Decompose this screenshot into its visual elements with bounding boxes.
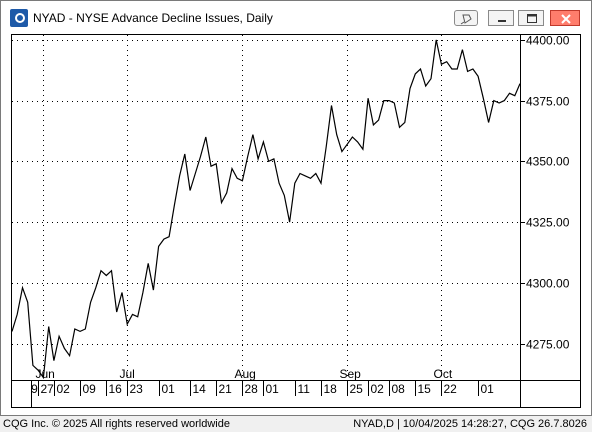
day-label: 01 xyxy=(162,382,176,396)
x-axis-labels: JunJulAugSepOct1927020916230114212801111… xyxy=(11,367,495,408)
day-label: 28 xyxy=(245,382,259,396)
copyright-text: CQG Inc. © 2025 All rights reserved worl… xyxy=(3,418,230,430)
maximize-icon xyxy=(527,14,537,23)
day-label: 23 xyxy=(130,382,144,396)
day-label: 02 xyxy=(371,382,385,396)
maximize-button[interactable] xyxy=(518,10,544,26)
month-label: Jul xyxy=(120,367,135,381)
window-title: NYAD - NYSE Advance Decline Issues, Dail… xyxy=(33,11,273,25)
pin-icon xyxy=(460,14,472,25)
chart-frame xyxy=(11,34,581,408)
series xyxy=(11,39,521,380)
month-label: Sep xyxy=(340,367,362,381)
day-label: 27 xyxy=(41,382,55,396)
day-label: 01 xyxy=(481,382,495,396)
day-label: 25 xyxy=(350,382,364,396)
day-label: 01 xyxy=(266,382,280,396)
title-bar[interactable]: NYAD - NYSE Advance Decline Issues, Dail… xyxy=(1,1,591,34)
corner-box[interactable] xyxy=(11,380,32,408)
pin-button[interactable] xyxy=(454,10,478,26)
y-tick-label: 4400.00 xyxy=(526,34,570,48)
price-chart[interactable]: 4275.00 4300.00 4325.00 4350.00 4375.00 4400.… xyxy=(11,34,581,408)
month-label: Aug xyxy=(235,367,256,381)
month-label: Oct xyxy=(434,367,453,381)
symbol-timestamp-text: NYAD,D | 10/04/2025 14:28:27, CQG 26.7.8… xyxy=(353,418,587,430)
cqg-app-icon xyxy=(10,9,28,27)
month-label: Jun xyxy=(36,367,55,381)
day-label: 11 xyxy=(298,382,311,396)
series-line xyxy=(11,39,521,380)
day-label: 16 xyxy=(109,382,123,396)
minimize-icon xyxy=(498,20,506,22)
day-label: 21 xyxy=(219,382,233,396)
y-tick-label: 4275.00 xyxy=(526,338,570,352)
minimize-button[interactable] xyxy=(488,10,514,26)
day-label: 14 xyxy=(193,382,207,396)
day-label: 22 xyxy=(444,382,458,396)
close-icon xyxy=(561,14,571,24)
day-label: 18 xyxy=(324,382,338,396)
y-axis-labels: 4275.00 4300.00 4325.00 4350.00 4375.00 4400.… xyxy=(526,34,570,352)
day-label: 08 xyxy=(392,382,406,396)
y-tick-label: 4375.00 xyxy=(526,95,570,109)
grid xyxy=(11,34,581,408)
day-label: 02 xyxy=(57,382,71,396)
chart-area[interactable]: 4275.00 4300.00 4325.00 4350.00 4375.00 4400.… xyxy=(11,34,581,408)
y-tick-label: 4350.00 xyxy=(526,155,570,169)
status-bar: CQG Inc. © 2025 All rights reserved worl… xyxy=(0,416,592,432)
day-label: 15 xyxy=(418,382,432,396)
day-label: 09 xyxy=(83,382,97,396)
y-tick-label: 4325.00 xyxy=(526,216,570,230)
close-button[interactable] xyxy=(550,10,580,26)
chart-window: NYAD - NYSE Advance Decline Issues, Dail… xyxy=(0,0,592,416)
y-tick-label: 4300.00 xyxy=(526,277,570,291)
